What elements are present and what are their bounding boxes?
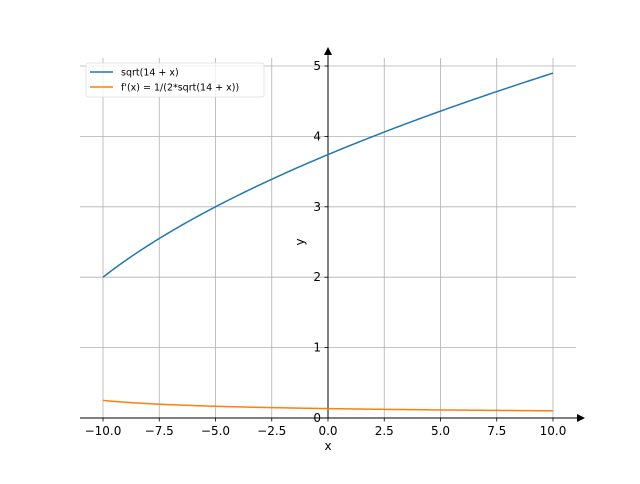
ticks: −10.0 −7.5 −5.0 −2.5 0.0 2.5 5.0 7.5 10.0 0 1 2 3 4 5 <box>85 59 567 438</box>
legend-label: sqrt(14 + x) <box>121 68 179 79</box>
x-tick-label: 2.5 <box>375 424 394 438</box>
series-lines <box>102 72 554 412</box>
x-tick-label: 10.0 <box>540 424 567 438</box>
x-axis-arrow-icon <box>577 414 585 422</box>
y-axis-arrow-icon <box>324 47 332 55</box>
x-axis-label: x <box>324 439 331 453</box>
y-tick-label: 1 <box>313 341 321 355</box>
legend-box <box>85 62 265 98</box>
x-tick-label: −2.5 <box>257 424 286 438</box>
legend-label: f'(x) = 1/(2*sqrt(14 + x)) <box>121 83 239 94</box>
legend: sqrt(14 + x) f'(x) = 1/(2*sqrt(14 + x)) <box>85 62 265 98</box>
x-tick-label: −7.5 <box>145 424 174 438</box>
x-tick-label: 7.5 <box>487 424 506 438</box>
y-tick-label: 0 <box>313 411 321 425</box>
y-axis-label: y <box>293 238 307 245</box>
x-tick-label: 0.0 <box>318 424 337 438</box>
axes <box>80 47 585 422</box>
series-line <box>102 399 554 412</box>
x-tick-label: −5.0 <box>201 424 230 438</box>
series-line <box>102 72 554 278</box>
y-tick-label: 3 <box>313 200 321 214</box>
x-tick-label: −10.0 <box>85 424 122 438</box>
y-tick-label: 4 <box>313 129 321 143</box>
x-tick-label: 5.0 <box>431 424 450 438</box>
y-tick-label: 2 <box>313 270 321 284</box>
y-tick-label: 5 <box>313 59 321 73</box>
